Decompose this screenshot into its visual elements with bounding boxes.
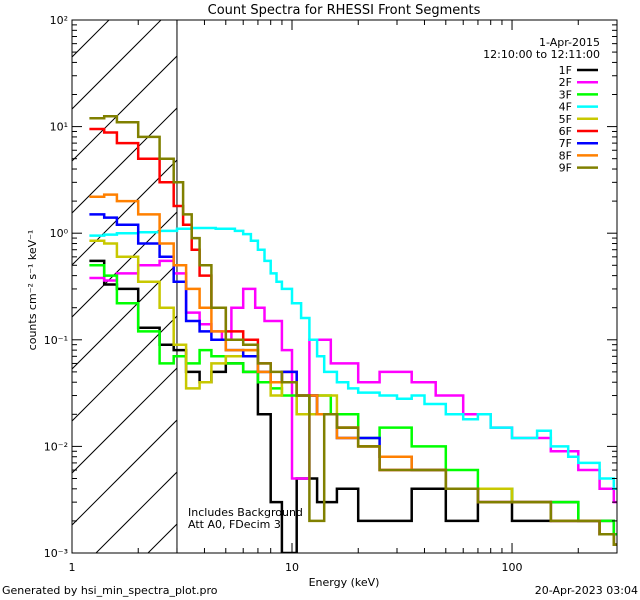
chart-title: Count Spectra for RHESSI Front Segments	[208, 3, 481, 18]
series-line-6f	[89, 127, 617, 546]
date-label: 1-Apr-2015	[539, 36, 600, 49]
y-tick-label: 10⁻¹	[44, 334, 68, 347]
hatch-line	[95, 471, 177, 553]
annotation-attenuator: Att A0, FDecim 3	[188, 518, 281, 531]
tick-labels: 1 10 100 10² 10¹ 10⁰ 10⁻¹ 10⁻² 10⁻³	[44, 14, 523, 574]
y-tick-label: 10¹	[50, 121, 68, 134]
legend-label-3f: 3F	[559, 88, 572, 101]
y-axis-label: counts cm⁻² s⁻¹ keV⁻¹	[26, 230, 39, 351]
hatch-line	[72, 20, 162, 110]
hatch-line	[72, 55, 177, 162]
hatch-line	[72, 263, 177, 370]
legend-label-7f: 7F	[559, 137, 572, 150]
series-line-5f	[89, 239, 617, 546]
legend-label-5f: 5F	[559, 113, 572, 126]
series-line-7f	[89, 213, 617, 546]
hatch-line	[72, 315, 177, 422]
time-range-label: 12:10:00 to 12:11:00	[483, 48, 600, 61]
hatched-region	[0, 20, 640, 553]
plot-frame	[71, 19, 618, 554]
legend-label-9f: 9F	[559, 162, 572, 175]
hatch-line	[0, 20, 5, 553]
y-tick-label: 10⁻²	[44, 440, 68, 453]
annotation-background: Includes Background	[188, 506, 303, 519]
hatch-line	[72, 107, 177, 214]
series-group	[89, 115, 617, 553]
hatch-line	[72, 211, 177, 318]
legend-label-6f: 6F	[559, 125, 572, 138]
x-axis-label: Energy (keV)	[309, 576, 380, 589]
x-tick-label: 1	[69, 561, 76, 574]
series-line-3f	[89, 264, 617, 536]
y-tick-label: 10²	[50, 14, 68, 27]
hatch-line	[72, 367, 177, 474]
series-line-1f	[89, 259, 617, 553]
y-tick-label: 10⁰	[50, 227, 69, 240]
series-line-2f	[89, 259, 617, 504]
series-line-4f	[89, 226, 617, 491]
legend-label-1f: 1F	[559, 64, 572, 77]
series-line-8f	[89, 193, 617, 546]
axis-ticks	[71, 19, 618, 554]
hatch-line	[72, 419, 177, 526]
legend-label-8f: 8F	[559, 149, 572, 162]
footer-timestamp: 20-Apr-2023 03:04	[535, 584, 638, 597]
legend-label-4f: 4F	[559, 101, 572, 114]
hatch-line	[72, 20, 110, 58]
hatch-line	[200, 20, 640, 553]
y-tick-label: 10⁻³	[44, 547, 68, 560]
legend-label-2f: 2F	[559, 76, 572, 89]
x-tick-label: 10	[285, 561, 299, 574]
x-tick-label: 100	[502, 561, 523, 574]
series-line-9f	[89, 115, 617, 546]
footer-generated-by: Generated by hsi_min_spectra_plot.pro	[2, 584, 218, 597]
